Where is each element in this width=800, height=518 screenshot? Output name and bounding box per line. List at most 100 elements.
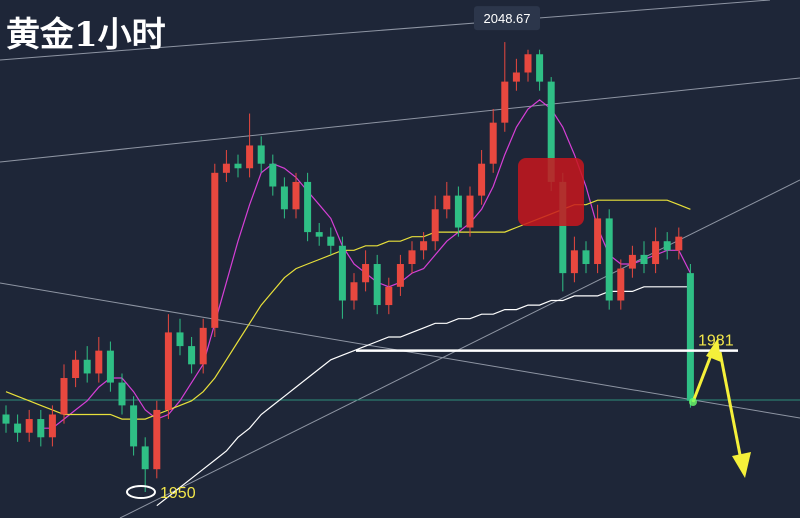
candle-body	[559, 181, 567, 274]
candle-body	[176, 332, 184, 347]
candle	[605, 209, 613, 310]
candle-body	[164, 332, 172, 410]
candle	[420, 232, 428, 260]
candle	[37, 409, 45, 447]
candle-body	[478, 163, 486, 196]
candle	[524, 49, 532, 82]
candle-body	[141, 446, 149, 470]
candle	[72, 350, 80, 388]
high-label: 2048.67	[484, 11, 531, 26]
candle	[315, 222, 323, 246]
candle-body	[72, 359, 80, 379]
candle	[652, 227, 660, 274]
candle	[628, 245, 636, 278]
chart-title: 黄金1小时	[6, 15, 166, 55]
candle	[466, 186, 474, 237]
candle	[362, 250, 370, 292]
candle	[2, 405, 10, 433]
candle-body	[327, 236, 335, 246]
candle-body	[640, 254, 648, 265]
candle	[350, 273, 358, 310]
candle-body	[338, 245, 346, 301]
candle	[396, 254, 404, 296]
candle-body	[570, 250, 578, 274]
arrow-head	[706, 338, 721, 362]
candle-body	[14, 423, 22, 433]
candle-body	[350, 282, 358, 301]
candle	[640, 241, 648, 274]
candle-body	[536, 54, 544, 82]
candle-body	[420, 241, 428, 251]
candle	[443, 181, 451, 219]
candle	[536, 49, 544, 91]
candle-body	[385, 286, 393, 306]
candle-body	[304, 181, 312, 233]
stamp	[518, 158, 584, 226]
candle	[327, 227, 335, 255]
candle-body	[489, 122, 497, 164]
candle-body	[211, 172, 219, 328]
candle-body	[396, 264, 404, 287]
arrows	[691, 338, 751, 478]
candle-body	[118, 382, 126, 406]
low-marker	[126, 485, 156, 500]
candle-body	[431, 209, 439, 242]
candle-body	[663, 241, 671, 251]
candle-body	[443, 195, 451, 210]
candle-body	[188, 346, 196, 365]
candle-body	[686, 273, 694, 401]
arrow	[718, 351, 743, 461]
candle-body	[652, 241, 660, 265]
candle	[257, 136, 265, 173]
candle	[478, 150, 486, 205]
candle	[83, 346, 91, 383]
candle-body	[582, 250, 590, 265]
stamp-seal	[518, 158, 584, 226]
candle-body	[466, 195, 474, 228]
candle	[118, 373, 126, 415]
candle	[141, 437, 149, 493]
support-label: 1981	[698, 333, 734, 350]
candle	[60, 364, 68, 424]
candle	[269, 154, 277, 196]
low-label: 1950	[160, 485, 196, 502]
candle-body	[547, 81, 555, 182]
candle	[95, 336, 103, 383]
candle	[408, 241, 416, 274]
candle-body	[37, 419, 45, 438]
candle-body	[95, 350, 103, 374]
candle-body	[512, 72, 520, 82]
candle-body	[315, 232, 323, 237]
candle-body	[675, 236, 683, 251]
candle-body	[280, 186, 288, 210]
candle-body	[234, 163, 242, 169]
candle	[570, 236, 578, 283]
candle	[454, 186, 462, 237]
candle	[338, 236, 346, 319]
candle-body	[501, 81, 509, 123]
candle	[280, 177, 288, 219]
candle	[431, 195, 439, 251]
candle	[25, 409, 33, 442]
trend-line	[0, 0, 771, 61]
candle	[582, 241, 590, 274]
glow	[689, 398, 697, 406]
candle-body	[362, 264, 370, 283]
candle	[675, 227, 683, 260]
candle-body	[83, 359, 91, 374]
candle	[617, 259, 625, 310]
candle	[663, 232, 671, 260]
candle	[304, 172, 312, 242]
candle-body	[408, 250, 416, 265]
candle	[164, 314, 172, 420]
candle-body	[153, 409, 161, 470]
candle-body	[222, 163, 230, 173]
trend-line	[119, 179, 800, 518]
candle-body	[292, 181, 300, 210]
candle-body	[199, 327, 207, 365]
candle-body	[106, 350, 114, 383]
candle-body	[454, 195, 462, 228]
candle	[686, 264, 694, 408]
candle	[385, 277, 393, 315]
candle-body	[594, 218, 602, 265]
